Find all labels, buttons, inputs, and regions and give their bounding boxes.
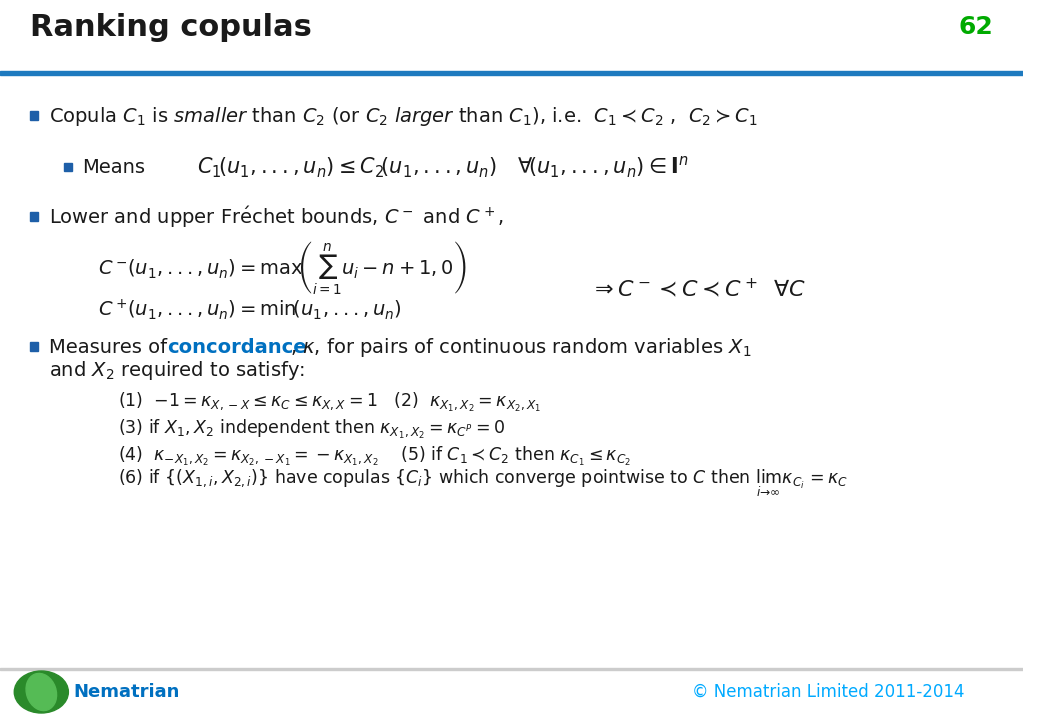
Text: $\Rightarrow C^- \prec C \prec C^+ \;\; \forall C$: $\Rightarrow C^- \prec C \prec C^+ \;\; … xyxy=(591,276,806,300)
Bar xyxy=(0,0,1023,70)
Text: and $X_2$ required to satisfy:: and $X_2$ required to satisfy: xyxy=(49,359,306,382)
Text: $C_1\!\left(u_1,...,u_n\right) \leq C_2\!\left(u_1,...,u_n\right)$$\quad \forall: $C_1\!\left(u_1,...,u_n\right) \leq C_2\… xyxy=(197,154,688,180)
Text: concordance: concordance xyxy=(167,338,307,356)
Bar xyxy=(29,342,38,351)
Text: $C^+\!\left(u_1,...,u_n\right) = \min\!\left(u_1,...,u_n\right)$: $C^+\!\left(u_1,...,u_n\right) = \min\!\… xyxy=(99,297,402,323)
Text: Measures of: Measures of xyxy=(49,338,174,356)
Text: Copula $C_1$ is $\mathit{smaller}$ than $C_2$ (or $C_2$ $\mathit{larger}$ than $: Copula $C_1$ is $\mathit{smaller}$ than … xyxy=(49,104,758,127)
Text: , $\kappa$, for pairs of continuous random variables $X_1$: , $\kappa$, for pairs of continuous rand… xyxy=(290,336,752,359)
Text: (1)  $-1 = \kappa_{X,-X} \leq \kappa_C \leq \kappa_{X,X} = 1$   (2)  $\kappa_{X_: (1) $-1 = \kappa_{X,-X} \leq \kappa_C \l… xyxy=(119,390,542,413)
Bar xyxy=(63,163,72,171)
Ellipse shape xyxy=(26,673,56,711)
Text: Lower and upper Fr$\acute{\mathrm{e}}$chet bounds, $C^-$ and $C^+$,: Lower and upper Fr$\acute{\mathrm{e}}$ch… xyxy=(49,204,504,230)
Text: Ranking copulas: Ranking copulas xyxy=(29,12,311,42)
Bar xyxy=(0,668,1023,670)
Text: $C^-\!\left(u_1,...,u_n\right) = \max\!\left(\sum_{i=1}^{n} u_i - n + 1, 0\right: $C^-\!\left(u_1,...,u_n\right) = \max\!\… xyxy=(99,240,467,297)
Text: (6) if $\left\{\left(X_{1,i}, X_{2,i}\right)\right\}$ have copulas $\left\{C_i\r: (6) if $\left\{\left(X_{1,i}, X_{2,i}\ri… xyxy=(119,467,848,498)
Text: Nematrian: Nematrian xyxy=(74,683,180,701)
Text: Means: Means xyxy=(82,158,145,176)
Bar xyxy=(29,111,38,120)
Bar xyxy=(29,212,38,221)
Ellipse shape xyxy=(15,671,69,713)
Text: © Nematrian Limited 2011-2014: © Nematrian Limited 2011-2014 xyxy=(692,683,964,701)
Text: (4)  $\kappa_{-X_1,X_2} = \kappa_{X_2,-X_1} = -\kappa_{X_1,X_2}$    (5) if $C_1 : (4) $\kappa_{-X_1,X_2} = \kappa_{X_2,-X_… xyxy=(119,444,631,467)
Bar xyxy=(0,71,1023,75)
Text: (3) if $X_1, X_2$ independent then $\kappa_{X_1,X_2} = \kappa_{C^P} = 0$: (3) if $X_1, X_2$ independent then $\kap… xyxy=(119,418,505,441)
Text: 62: 62 xyxy=(959,15,994,39)
